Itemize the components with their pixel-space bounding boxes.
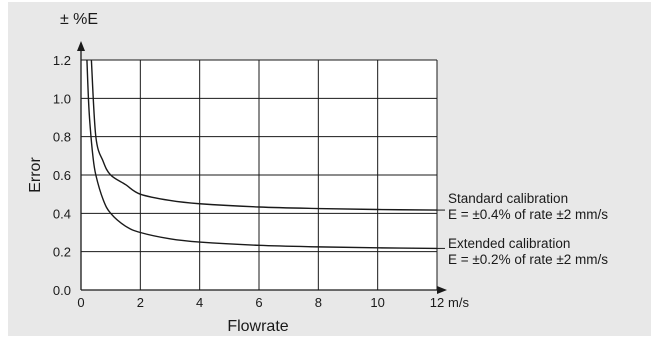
y-tick-label: 0.8 <box>53 130 71 145</box>
y-tick-label: 0.4 <box>53 206 71 221</box>
grid <box>81 59 438 290</box>
x-tick-label: 2 <box>137 295 144 310</box>
y-axis-arrow <box>77 41 85 51</box>
axes <box>77 41 447 294</box>
x-tick-label: 6 <box>255 295 262 310</box>
y-axis-unit: ± %E <box>60 11 98 28</box>
x-tick-label: 10 <box>370 295 384 310</box>
series-label-extended: Extended calibration <box>448 236 570 251</box>
y-tick-label: 1.0 <box>53 91 71 106</box>
y-tick-label: 0.2 <box>53 245 71 260</box>
y-tick-label: 0.6 <box>53 168 71 183</box>
series-annotation-standard: E = ±0.4% of rate ±2 mm/s <box>448 207 608 222</box>
x-axis-unit: m/s <box>448 295 469 310</box>
x-tick-label: 12 <box>430 295 444 310</box>
x-tick-label: 8 <box>315 295 322 310</box>
y-tick-label: 0.0 <box>53 283 71 298</box>
x-axis-label: Flowrate <box>227 318 288 335</box>
x-tick-label: 4 <box>196 295 203 310</box>
series-line-extended <box>86 59 438 250</box>
y-axis-label: Error <box>27 157 44 193</box>
series-annotation-extended: E = ±0.2% of rate ±2 mm/s <box>448 252 608 267</box>
series-lines <box>86 59 438 250</box>
series-label-standard: Standard calibration <box>448 191 568 206</box>
series-line-standard <box>90 59 438 211</box>
x-tick-label: 0 <box>77 295 84 310</box>
x-axis-arrow <box>437 286 447 294</box>
y-tick-label: 1.2 <box>53 53 71 68</box>
tick-labels: 0 2 4 6 8 10 12 0.0 0.2 0.4 0.6 0.8 1.0 1.2 <box>53 53 444 310</box>
